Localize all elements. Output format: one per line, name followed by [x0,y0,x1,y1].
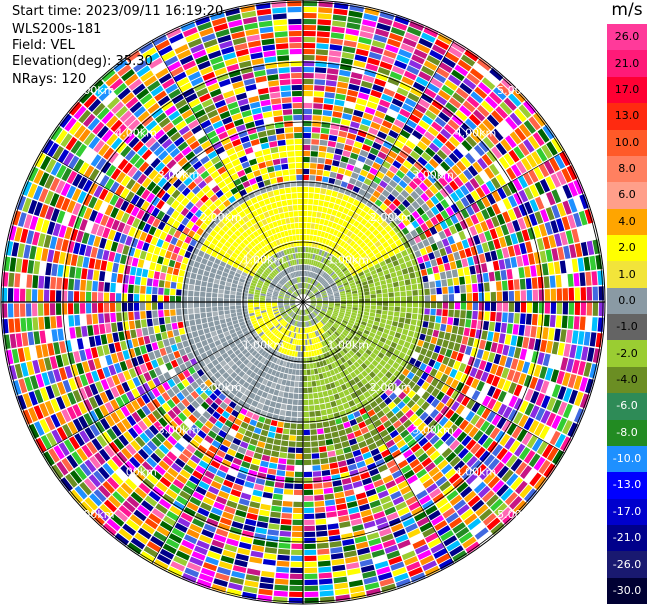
azimuth-spoke [302,301,455,564]
colorbar-segment [607,419,647,447]
range-ring-label: 3.00km [412,169,454,182]
range-ring-label: 5.00km [497,84,539,97]
colorbar-tick-label: -30.0 [612,583,642,597]
colorbar-tick-label: 8.0 [618,162,636,175]
colorbar-segment [607,551,647,579]
start-time-label: Start time: 2023/09/11 16:19:20 [12,4,224,19]
colorbar-tick-label: -10.0 [612,452,642,465]
gate-cells [20,12,598,582]
range-ring-label: 4.00km [455,126,497,139]
gate-cells [9,10,603,604]
colorbar-segment [607,393,647,420]
colorbar-tick-label: -26.0 [612,557,642,571]
colorbar-segment [607,103,647,130]
azimuth-spoke [151,40,304,303]
range-ring-label: 4.00km [115,126,157,139]
gate-cells [7,6,598,579]
colorbar-segment [607,50,647,78]
range-ring-label: 1.00km [327,338,369,351]
colorbar-tick-label: 26.0 [614,30,640,44]
colorbar-segment [607,445,647,473]
gate-cells [139,138,466,455]
range-ring-label: 3.00km [412,423,454,436]
range-ring-label: 3.00km [158,423,200,436]
colorbar-segment [607,208,647,236]
range-ring-label: 1.00km [243,338,285,351]
colorbar-segment [607,155,647,183]
colorbar-segment [607,524,647,552]
range-ring-label: 2.00km [200,381,242,394]
colorbar-tick-label: 4.0 [618,214,636,228]
nrays-label: NRays: 120 [12,72,87,87]
range-ring-label: 4.00km [115,466,157,479]
colorbar-tick-label: 10.0 [614,135,640,149]
azimuth-spoke [302,301,565,454]
colorbar-segment [607,472,647,500]
range-ring-label: 5.00km [73,84,115,97]
colorbar-tick-label: 0.0 [618,293,636,307]
colorbar-tick-label: 13.0 [614,109,640,123]
range-ring-label: 1.00km [243,254,285,267]
colorbar-tick-label: -8.0 [616,425,638,439]
gate-cells [3,0,601,592]
colorbar-segment [607,129,647,157]
colorbar-segment [607,182,647,210]
colorbar-segment [607,498,647,526]
colorbar-tick-label: 21.0 [614,56,640,70]
colorbar-tick-label: -2.0 [616,346,638,360]
field-label: Field: VEL [12,38,75,53]
colorbar-segment [607,24,647,51]
colorbar-tick-label: -21.0 [612,531,642,545]
range-ring-label: 3.00km [158,169,200,182]
crosshair-axes [1,0,605,604]
range-ring-label: 4.00km [455,466,497,479]
range-ring-label: 2.00km [370,211,412,224]
range-ring-labels: 1.00km 1.00km 1.00km 1.00km 2.00km 2.00km 2.00… [73,84,539,521]
colorbar-segment [607,366,647,394]
colorbar-unit: m/s [611,0,643,20]
colorbar-tick-label: -4.0 [616,372,638,386]
colorbar-tick-label: -6.0 [616,399,638,413]
colorbar-tick-label: 6.0 [618,188,636,202]
colorbar-segment [607,234,647,262]
gate-cells [16,4,599,588]
range-ring-label: 1.00km [327,254,369,267]
colorbar-segment [607,314,647,341]
azimuth-spoke [151,301,304,564]
colorbar-tick-label: 17.0 [614,82,640,96]
colorbar-segment [607,287,647,315]
range-ring-label: 5.00km [73,508,115,521]
range-ring-label: 2.00km [200,211,242,224]
azimuth-spoke [41,150,304,303]
ppi-scan-plot: 1.00km 1.00km 1.00km 1.00km 2.00km 2.00km 2.00… [0,0,606,605]
colorbar-segment [607,340,647,368]
colorbar-segment [607,577,647,605]
azimuth-spoke [302,150,565,303]
azimuth-spoke [41,301,304,454]
azimuth-spoke [302,40,455,303]
elevation-label: Elevation(deg): 35.30 [12,54,153,69]
range-ring-label: 5.00km [497,508,539,521]
colorbar-segment [607,261,647,289]
colorbar-tick-label: 1.0 [618,267,636,281]
colorbar-tick-label: -1.0 [616,320,638,334]
gate-cells [14,7,583,593]
range-ring-label: 2.00km [370,381,412,394]
velocity-colorbar: m/s 26.0 21.0 17.0 13.0 10.0 8.0 6.0 4.0 2.0 1.0 0… [607,0,647,607]
colorbar-tick-label: -17.0 [612,504,642,518]
colorbar-tick-label: -13.0 [612,478,642,492]
colorbar-segment [607,76,647,104]
instrument-label: WLS200s-181 [12,22,102,37]
colorbar-tick-label: 2.0 [618,241,636,255]
